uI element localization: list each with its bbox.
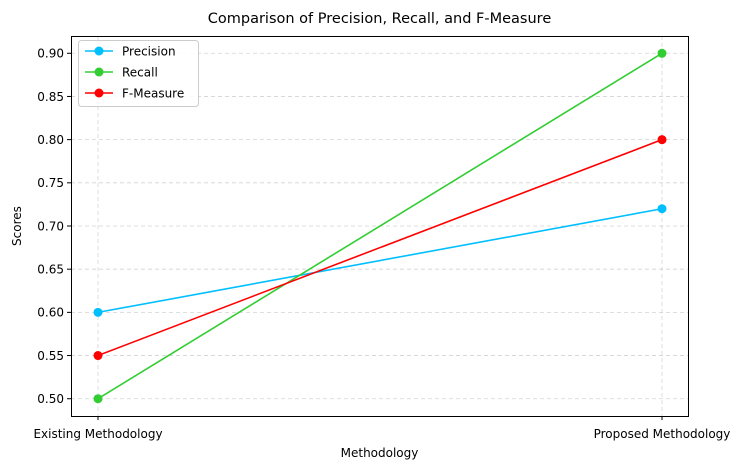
plot-area-frame	[71, 36, 689, 417]
legend-label-f-measure: F-Measure	[122, 86, 184, 100]
legend-marker-recall	[94, 67, 104, 77]
series-f-measure	[93, 135, 667, 361]
y-tick-label: 0.65	[37, 262, 64, 276]
series-recall	[93, 48, 667, 404]
f-measure-point	[657, 135, 667, 145]
precision-point	[93, 307, 103, 317]
recall-point	[93, 394, 103, 404]
x-axis-ticks: Existing Methodology Proposed Methodology	[33, 416, 730, 441]
y-tick-label: 0.60	[37, 306, 64, 320]
y-tick-label: 0.55	[37, 349, 64, 363]
legend-item-f-measure: F-Measure	[85, 86, 184, 100]
legend-label-precision: Precision	[122, 44, 176, 58]
y-tick-label: 0.70	[37, 219, 64, 233]
legend-box	[78, 40, 199, 107]
series-precision	[93, 204, 667, 317]
y-tick-label: 0.85	[37, 90, 64, 104]
legend-item-precision: Precision	[85, 44, 176, 58]
x-tick-label: Proposed Methodology	[594, 427, 731, 441]
series-lines	[93, 48, 667, 404]
legend-item-recall: Recall	[85, 65, 158, 79]
x-axis-title: Methodology	[341, 446, 419, 460]
recall-point	[657, 48, 667, 58]
y-tick-label: 0.80	[37, 133, 64, 147]
x-tick-label: Existing Methodology	[33, 427, 162, 441]
y-tick-label: 0.90	[37, 47, 64, 61]
y-axis-ticks: 0.50 0.55 0.60 0.65 0.70 0.75 0.80 0.85 0.90	[37, 47, 71, 406]
precision-line	[97, 207, 663, 314]
f-measure-point	[93, 351, 103, 361]
f-measure-line	[97, 138, 663, 357]
grid-lines	[71, 36, 688, 416]
precision-point	[657, 204, 667, 214]
legend-marker-precision	[94, 46, 104, 56]
y-tick-label: 0.50	[37, 392, 64, 406]
chart-title: Comparison of Precision, Recall, and F-M…	[208, 11, 552, 27]
recall-line	[97, 52, 663, 400]
legend-marker-f-measure	[94, 88, 104, 98]
y-axis-title: Scores	[10, 206, 24, 246]
legend: Precision Recall F-Measure	[78, 40, 199, 107]
legend-label-recall: Recall	[122, 65, 158, 79]
y-tick-label: 0.75	[37, 176, 64, 190]
